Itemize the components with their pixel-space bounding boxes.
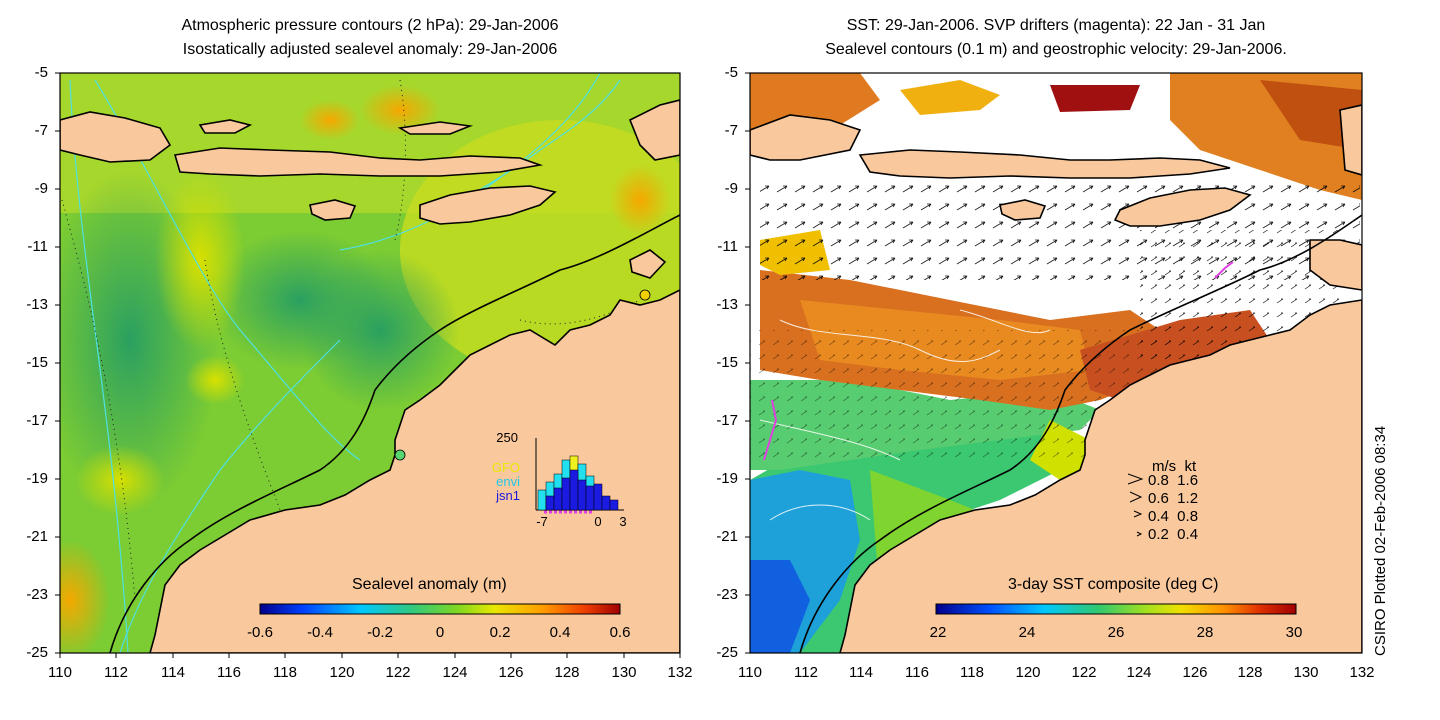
- left-lat-label: -23: [26, 586, 48, 603]
- histogram-ymax: 250: [496, 430, 518, 445]
- right-map: [745, 72, 1363, 654]
- sst-colorbar: [935, 603, 1297, 615]
- left-map: 250 GFO envi jsn1 -7 0 3: [55, 72, 681, 658]
- right-lon-label: 110: [738, 664, 762, 681]
- velocity-legend-row: 0.4 0.8: [1148, 508, 1199, 525]
- velocity-legend-arrows: [1127, 473, 1144, 537]
- right-lat-label: -17: [716, 412, 738, 429]
- right-title-line1: SST: 29-Jan-2006. SVP drifters (magenta)…: [846, 17, 1266, 34]
- right-lat-label: -5: [724, 64, 738, 81]
- altimeter-histogram: [535, 438, 624, 514]
- plot-credit: CSIRO Plotted 02-Feb-2006 08:34: [1372, 425, 1389, 656]
- left-lat-label: -21: [26, 528, 48, 545]
- left-title-line1: Atmospheric pressure contours (2 hPa): 2…: [181, 17, 559, 34]
- right-lat-label: -25: [716, 644, 738, 661]
- right-lon-label: 114: [849, 664, 873, 681]
- left-lat-label: -25: [26, 644, 48, 661]
- left-lon-label: 132: [667, 664, 693, 681]
- drifter-tracks: [763, 261, 1234, 461]
- left-cbar-tick: 0: [435, 624, 445, 641]
- right-colorbar-title: 3-day SST composite (deg C): [1008, 576, 1219, 593]
- right-lat-label: -7: [724, 122, 738, 139]
- left-lat-label: -11: [27, 238, 48, 255]
- land: [750, 104, 1362, 653]
- right-lon-label: 112: [794, 664, 818, 681]
- right-lon-label: 132: [1349, 664, 1375, 681]
- right-lon-label: 130: [1293, 664, 1319, 681]
- right-lat-label: -15: [716, 354, 738, 371]
- right-lat-label: -23: [716, 586, 738, 603]
- velocity-legend-header: m/s kt: [1152, 458, 1197, 475]
- velocity-legend-row: 0.2 0.4: [1148, 526, 1199, 543]
- histogram-xtick-min: -7: [536, 514, 548, 529]
- right-cbar-tick: 26: [1107, 624, 1125, 641]
- left-lat-label: -15: [26, 354, 48, 371]
- right-cbar-tick: 22: [929, 624, 947, 641]
- left-lon-label: 110: [48, 664, 72, 681]
- right-lat-label: -11: [717, 238, 738, 255]
- histogram-xtick-max: 3: [619, 514, 626, 529]
- left-lat-label: -7: [34, 122, 48, 139]
- left-lon-label: 116: [217, 664, 241, 681]
- right-cbar-tick: 30: [1285, 624, 1303, 641]
- right-lon-label: 128: [1237, 664, 1263, 681]
- right-lon-label: 122: [1071, 664, 1097, 681]
- left-title-line2: Isostatically adjusted sealevel anomaly:…: [182, 41, 558, 58]
- left-lon-label: 128: [554, 664, 580, 681]
- right-lon-label: 124: [1126, 664, 1152, 681]
- right-lon-label: 120: [1015, 664, 1041, 681]
- right-lat-label: -21: [716, 528, 738, 545]
- velocity-legend-row: 0.8 1.6: [1148, 472, 1199, 489]
- left-lon-label: 126: [498, 664, 524, 681]
- left-lon-label: 118: [273, 664, 297, 681]
- right-lon-label: 116: [905, 664, 929, 681]
- histogram-xtick-zero: 0: [594, 514, 601, 529]
- left-lon-label: 114: [161, 664, 185, 681]
- left-lon-label: 112: [104, 664, 128, 681]
- right-title-line2: Sealevel contours (0.1 m) and geostrophi…: [825, 41, 1287, 58]
- left-lat-label: -17: [26, 412, 48, 429]
- sla-colorbar: [259, 603, 621, 615]
- velocity-legend-row: 0.6 1.2: [1148, 490, 1199, 507]
- left-cbar-tick: 0.6: [609, 624, 631, 641]
- right-lat-label: -9: [724, 180, 738, 197]
- histogram-series-gfo: GFO: [492, 460, 520, 475]
- left-colorbar-title: Sealevel anomaly (m): [352, 576, 507, 593]
- right-cbar-tick: 24: [1018, 624, 1036, 641]
- left-lat-label: -19: [26, 470, 48, 487]
- histogram-series-jsn1: jsn1: [495, 488, 520, 503]
- left-lat-label: -9: [34, 180, 48, 197]
- right-cbar-tick: 28: [1196, 624, 1214, 641]
- left-lon-label: 130: [611, 664, 637, 681]
- right-lat-label: -13: [716, 296, 738, 313]
- left-cbar-tick: -0.2: [367, 624, 393, 641]
- left-cbar-tick: 0.4: [549, 624, 571, 641]
- left-lon-label: 124: [442, 664, 468, 681]
- left-lon-label: 120: [329, 664, 355, 681]
- left-cbar-tick: -0.4: [307, 624, 333, 641]
- left-lat-label: -5: [34, 64, 48, 81]
- right-lat-label: -19: [716, 470, 738, 487]
- left-lon-label: 122: [385, 664, 411, 681]
- left-cbar-tick: -0.6: [247, 624, 273, 641]
- left-lat-label: -13: [26, 296, 48, 313]
- right-lon-label: 126: [1182, 664, 1208, 681]
- right-lon-label: 118: [960, 664, 984, 681]
- land: [60, 99, 680, 653]
- left-cbar-tick: 0.2: [489, 624, 511, 641]
- histogram-series-envi: envi: [496, 474, 520, 489]
